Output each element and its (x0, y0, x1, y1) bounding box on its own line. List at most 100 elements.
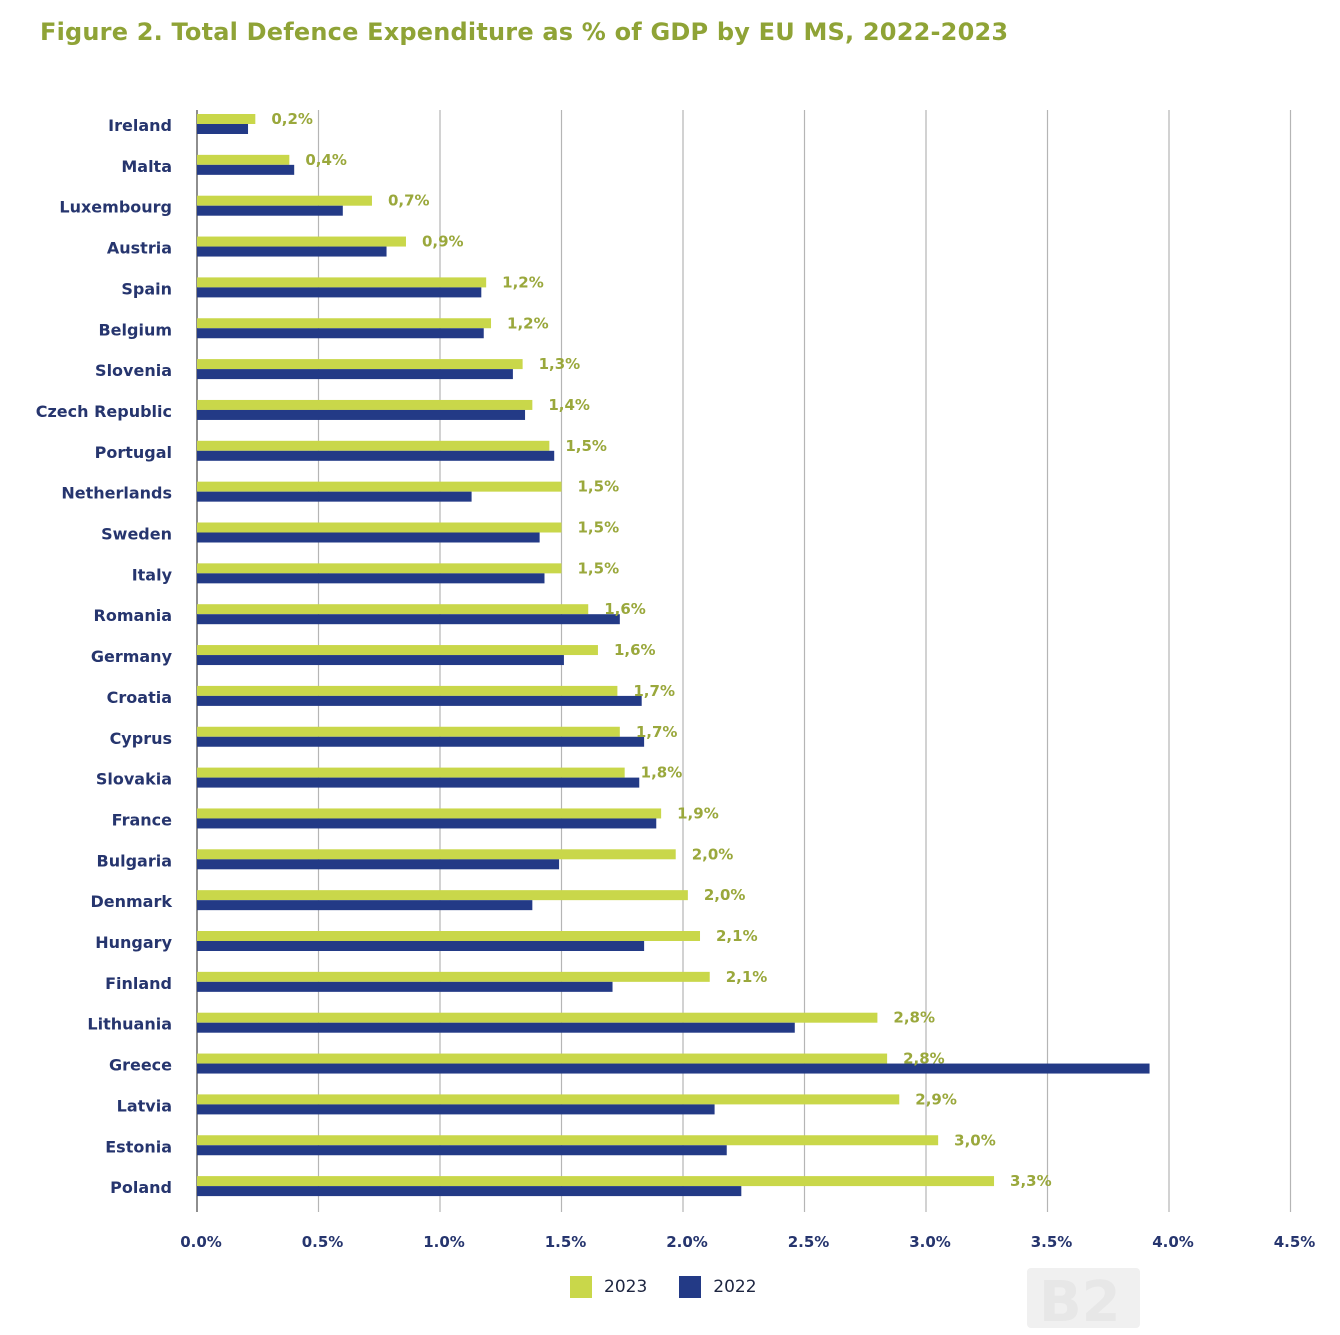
bar-chart: 0.0% 0.5% 1.0% 1.5% 2.0% 2.5% 3.0% 3.5% 4.0% 4.5%… (36, 110, 1315, 1251)
data-label: 2,9% (915, 1090, 957, 1108)
data-label: 2,1% (726, 968, 768, 986)
legend-label-2022: 2022 (713, 1277, 757, 1297)
bar-2022 (197, 491, 472, 502)
data-label: 3,3% (1010, 1172, 1052, 1190)
data-label: 0,2% (271, 110, 313, 128)
bar-2023 (197, 114, 256, 124)
data-label: 1,5% (578, 559, 620, 577)
x-tick-label: 4.0% (1152, 1233, 1194, 1251)
watermark-logo: B2 (1027, 1268, 1140, 1335)
data-label: 2,8% (893, 1009, 935, 1027)
bar-2023 (197, 1053, 888, 1064)
bar-2022 (197, 900, 533, 911)
x-tick-label: 3.5% (1031, 1233, 1073, 1251)
category-label: Netherlands (61, 484, 172, 503)
data-label: 0,4% (305, 151, 347, 169)
category-label: Latvia (117, 1096, 172, 1115)
x-tick-label: 1.0% (423, 1233, 465, 1251)
legend-item-2023: 2023 (570, 1276, 647, 1298)
legend-item-2022: 2022 (679, 1276, 757, 1298)
data-label: 0,9% (422, 233, 464, 251)
data-label: 3,0% (954, 1131, 996, 1149)
bar-2022 (197, 124, 249, 134)
bar-2022 (197, 736, 645, 747)
category-label: Greece (109, 1056, 172, 1075)
x-tick-label: 0.0% (180, 1233, 222, 1251)
bar-2023 (197, 808, 662, 819)
category-label: Estonia (105, 1137, 172, 1156)
bar-2022 (197, 1186, 742, 1197)
bar-2022 (197, 1022, 795, 1033)
bar-2023 (197, 399, 533, 410)
bar-2023 (197, 236, 406, 247)
bar-2022 (197, 859, 560, 870)
category-label: Ireland (108, 116, 172, 135)
data-label: 2,0% (704, 886, 746, 904)
data-label: 2,8% (903, 1050, 945, 1068)
bar-2022 (197, 205, 343, 216)
data-label: 0,7% (388, 192, 430, 210)
category-label: Bulgaria (97, 851, 173, 870)
watermark-text: B2 (1039, 1270, 1121, 1335)
category-label: Lithuania (87, 1015, 172, 1034)
bar-2022 (197, 369, 513, 380)
bar-2023 (197, 1176, 995, 1187)
bar-2023 (197, 726, 620, 737)
chart-title: Figure 2. Total Defence Expenditure as %… (40, 18, 1009, 46)
legend-swatch-2022 (679, 1276, 702, 1298)
bar-2022 (197, 246, 387, 257)
bar-2022 (197, 573, 545, 584)
category-label: Finland (105, 974, 172, 993)
data-label: 1,4% (548, 396, 590, 414)
data-label: 1,7% (633, 682, 675, 700)
category-label: Sweden (101, 525, 172, 544)
data-label: 1,3% (539, 355, 581, 373)
category-label: Cyprus (110, 729, 172, 748)
bar-2023 (197, 685, 618, 696)
bar-2022 (197, 287, 482, 298)
category-label: Croatia (107, 688, 172, 707)
bar-2023 (197, 645, 598, 656)
bar-2023 (197, 1094, 900, 1105)
bar-2023 (197, 1135, 939, 1146)
category-label: Czech Republic (36, 402, 172, 421)
data-label: 1,7% (636, 723, 678, 741)
bar-2022 (197, 532, 540, 543)
data-label: 2,0% (692, 845, 734, 863)
bar-2022 (197, 409, 526, 420)
category-label: Slovakia (96, 770, 172, 789)
category-label: Italy (132, 565, 173, 584)
bar-2022 (197, 164, 295, 175)
data-label: 1,2% (502, 273, 544, 291)
bar-2022 (197, 450, 555, 461)
bar-2022 (197, 818, 657, 829)
x-tick-label: 3.0% (909, 1233, 951, 1251)
bar-2023 (197, 767, 625, 778)
data-label: 1,9% (677, 804, 719, 822)
category-label: Portugal (95, 443, 172, 462)
x-tick-label: 1.5% (545, 1233, 587, 1251)
category-label: Poland (110, 1178, 172, 1197)
bar-2023 (197, 1012, 878, 1023)
data-label: 1,5% (578, 478, 620, 496)
bar-2022 (197, 695, 642, 706)
x-tick-label: 0.5% (302, 1233, 344, 1251)
data-label: 1,2% (507, 314, 549, 332)
bar-2023 (197, 195, 372, 206)
bar-2023 (197, 277, 487, 288)
data-label: 1,8% (641, 764, 683, 782)
bar-2022 (197, 328, 484, 339)
bar-2023 (197, 522, 562, 533)
legend: 2023 2022 (570, 1276, 789, 1298)
bar-2023 (197, 849, 676, 860)
bar-2023 (197, 971, 710, 982)
bar-2022 (197, 941, 645, 951)
bar-2023 (197, 318, 492, 329)
bar-2022 (197, 1104, 715, 1115)
category-label: Belgium (98, 320, 172, 339)
category-label: Austria (107, 239, 172, 258)
bar-2022 (197, 777, 640, 788)
bar-2023 (197, 563, 562, 574)
x-tick-label: 2.5% (788, 1233, 830, 1251)
bar-2023 (197, 440, 550, 451)
